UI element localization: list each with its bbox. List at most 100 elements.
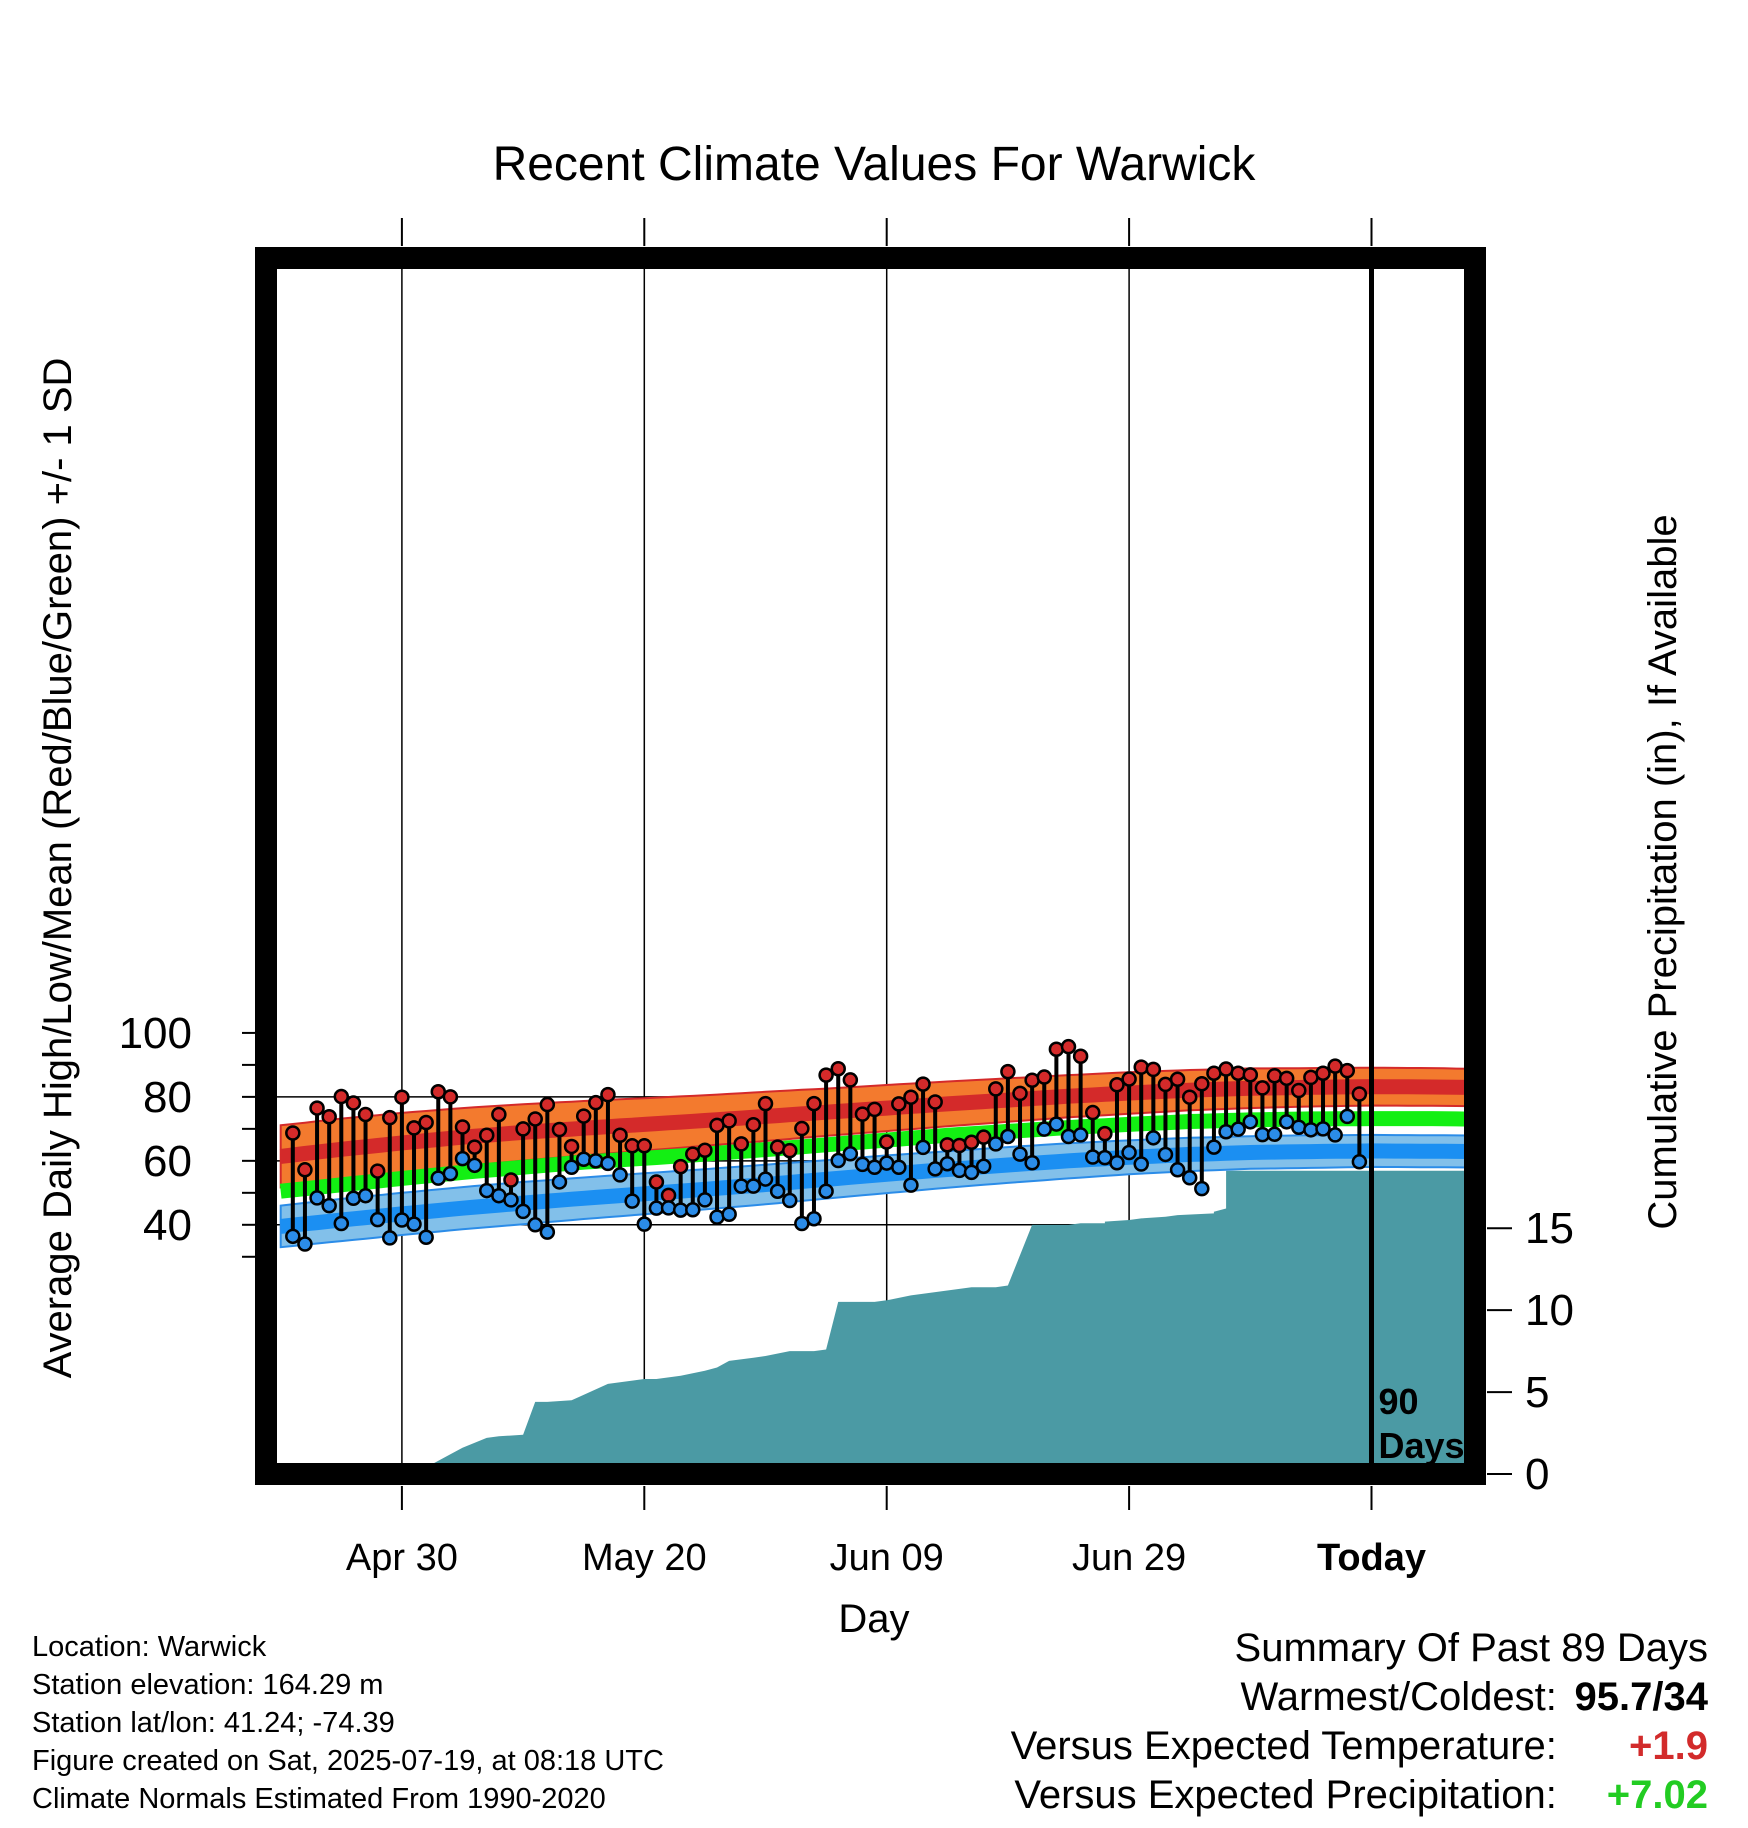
y-tick-label: 40 — [143, 1201, 192, 1250]
daily-low-point — [1218, 1123, 1234, 1140]
daily-high-point — [309, 1100, 325, 1116]
daily-high-point — [672, 1158, 689, 1175]
daily-high-point — [466, 1139, 483, 1155]
daily-high-point — [1121, 1071, 1137, 1087]
summary-title: Summary Of Past 89 Days — [1234, 1626, 1708, 1670]
daily-high-point — [1291, 1082, 1307, 1099]
x-tick-label: May 20 — [582, 1537, 707, 1579]
daily-high-point — [866, 1101, 883, 1118]
daily-high-point — [891, 1096, 907, 1112]
daily-high-point — [600, 1086, 616, 1103]
daily-high-point — [357, 1106, 374, 1123]
daily-low-point — [333, 1215, 350, 1232]
warm-cold-value: 95.7/34 — [1574, 1675, 1708, 1719]
daily-low-point — [1266, 1126, 1283, 1143]
daily-high-point — [781, 1142, 798, 1159]
daily-low-point — [975, 1158, 992, 1175]
x-tick-label: Apr 30 — [346, 1537, 458, 1579]
y2-tick-label: 10 — [1525, 1286, 1574, 1335]
daily-high-point — [1278, 1070, 1295, 1087]
daily-low-point — [951, 1162, 968, 1179]
daily-high-point — [491, 1106, 507, 1123]
daily-high-point — [757, 1095, 774, 1112]
x-tick-label: Today — [1317, 1537, 1426, 1579]
daily-high-point — [442, 1089, 459, 1105]
daily-high-point — [1109, 1076, 1125, 1093]
window-label-line: Days — [1379, 1425, 1465, 1466]
daily-low-point — [660, 1200, 677, 1216]
daily-high-point — [915, 1076, 931, 1092]
daily-high-point — [478, 1127, 495, 1144]
daily-low-point — [1327, 1127, 1343, 1143]
temp-value: +1.9 — [1629, 1724, 1708, 1768]
daily-low-point — [600, 1155, 616, 1172]
daily-low-point — [781, 1192, 798, 1209]
warm-cold-label: Warmest/Coldest: — [1240, 1675, 1557, 1719]
daily-high-point — [285, 1125, 301, 1141]
daily-low-point — [539, 1224, 556, 1240]
daily-low-point — [1133, 1156, 1149, 1172]
daily-high-point — [1072, 1048, 1089, 1065]
daily-high-point — [563, 1138, 580, 1155]
daily-high-point — [1339, 1062, 1356, 1079]
daily-high-point — [1097, 1125, 1113, 1142]
daily-low-point — [806, 1210, 822, 1227]
daily-high-point — [345, 1095, 362, 1111]
daily-low-point — [721, 1206, 737, 1222]
daily-high-point — [648, 1174, 665, 1190]
daily-low-point — [1194, 1180, 1210, 1197]
plot-frame — [255, 247, 1486, 1485]
daily-low-point — [1230, 1121, 1246, 1137]
daily-low-point — [636, 1216, 653, 1232]
y2-tick-label: 0 — [1525, 1450, 1549, 1499]
daily-low-point — [1291, 1119, 1307, 1136]
daily-high-point — [527, 1111, 543, 1127]
station-info: Location: Warwick Station elevation: 164… — [32, 1628, 664, 1818]
daily-low-point — [1145, 1130, 1162, 1146]
daily-low-point — [285, 1228, 301, 1245]
daily-low-point — [515, 1203, 531, 1220]
daily-high-point — [588, 1094, 604, 1111]
daily-low-point — [551, 1174, 568, 1190]
daily-low-point — [842, 1146, 859, 1162]
daily-low-point — [1278, 1114, 1295, 1130]
daily-high-point — [1242, 1067, 1259, 1083]
daily-high-point — [454, 1119, 471, 1135]
daily-high-point — [1254, 1080, 1271, 1096]
daily-high-point — [333, 1088, 350, 1105]
daily-low-point — [418, 1229, 434, 1246]
daily-low-point — [963, 1164, 980, 1181]
daily-low-point — [1048, 1116, 1065, 1132]
daily-high-point — [575, 1108, 592, 1124]
daily-high-point — [297, 1162, 313, 1178]
daily-high-point — [794, 1120, 810, 1137]
daily-low-point — [745, 1178, 762, 1194]
daily-high-point — [697, 1142, 713, 1159]
daily-high-point — [1169, 1071, 1186, 1088]
precip-value: +7.02 — [1606, 1773, 1708, 1817]
daily-high-point — [539, 1096, 556, 1113]
axes: 90 Days 40 60 80 100 0 5 10 15 Apr 30 May 20 Jun 09 J… — [119, 218, 1574, 1579]
summary-precip: Versus Expected Precipitation: +7.02 — [1011, 1771, 1708, 1820]
y2-axis-label: Cumulative Precipitation (in), If Availa… — [1641, 514, 1685, 1229]
daily-low-point — [588, 1153, 604, 1169]
daily-low-point — [309, 1190, 325, 1206]
daily-low-point — [915, 1139, 931, 1156]
daily-low-point — [345, 1190, 362, 1207]
daily-high-point — [1036, 1069, 1053, 1085]
summary-temp: Versus Expected Temperature: +1.9 — [1011, 1722, 1708, 1771]
daily-high-point — [1060, 1038, 1077, 1055]
daily-high-point — [369, 1163, 386, 1179]
created-text: Figure created on Sat, 2025-07-19, at 08… — [32, 1745, 664, 1777]
daily-low-point — [406, 1216, 422, 1232]
daily-high-point — [394, 1089, 410, 1105]
daily-low-point — [503, 1192, 519, 1208]
daily-low-point — [442, 1165, 459, 1182]
summary-panel: Summary Of Past 89 Days Warmest/Coldest:… — [1011, 1624, 1708, 1820]
daily-high-point — [612, 1127, 628, 1144]
daily-low-point — [1012, 1146, 1028, 1162]
daily-high-point — [903, 1089, 919, 1105]
daily-high-point — [1012, 1085, 1028, 1102]
daily-high-point — [1133, 1059, 1149, 1075]
